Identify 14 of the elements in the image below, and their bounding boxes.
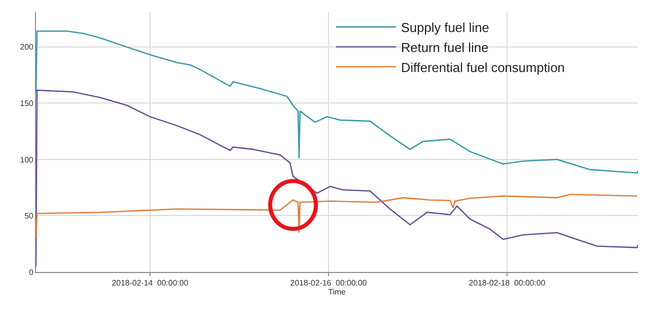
x-tick-label: 2018-02-14 00:00:00 [112,278,189,288]
x-tick-label: 2018-02-16 00:00:00 [290,278,368,288]
y-tick-label: 100 [20,155,34,164]
legend-label: Return fuel line [400,40,488,55]
x-axis-title: Time [328,288,346,297]
y-tick-label: 150 [20,98,34,108]
line-series [36,90,638,268]
y-tick-label: 200 [20,42,34,52]
x-tick-label: 2018-02-18 00:00:00 [468,278,546,288]
line-series [36,194,638,239]
legend-label: Supply fuel line [400,20,490,36]
y-tick-label: 50 [24,212,34,221]
y-tick-label: 0 [28,268,34,277]
legend-label: Differential fuel consumption [400,60,565,75]
